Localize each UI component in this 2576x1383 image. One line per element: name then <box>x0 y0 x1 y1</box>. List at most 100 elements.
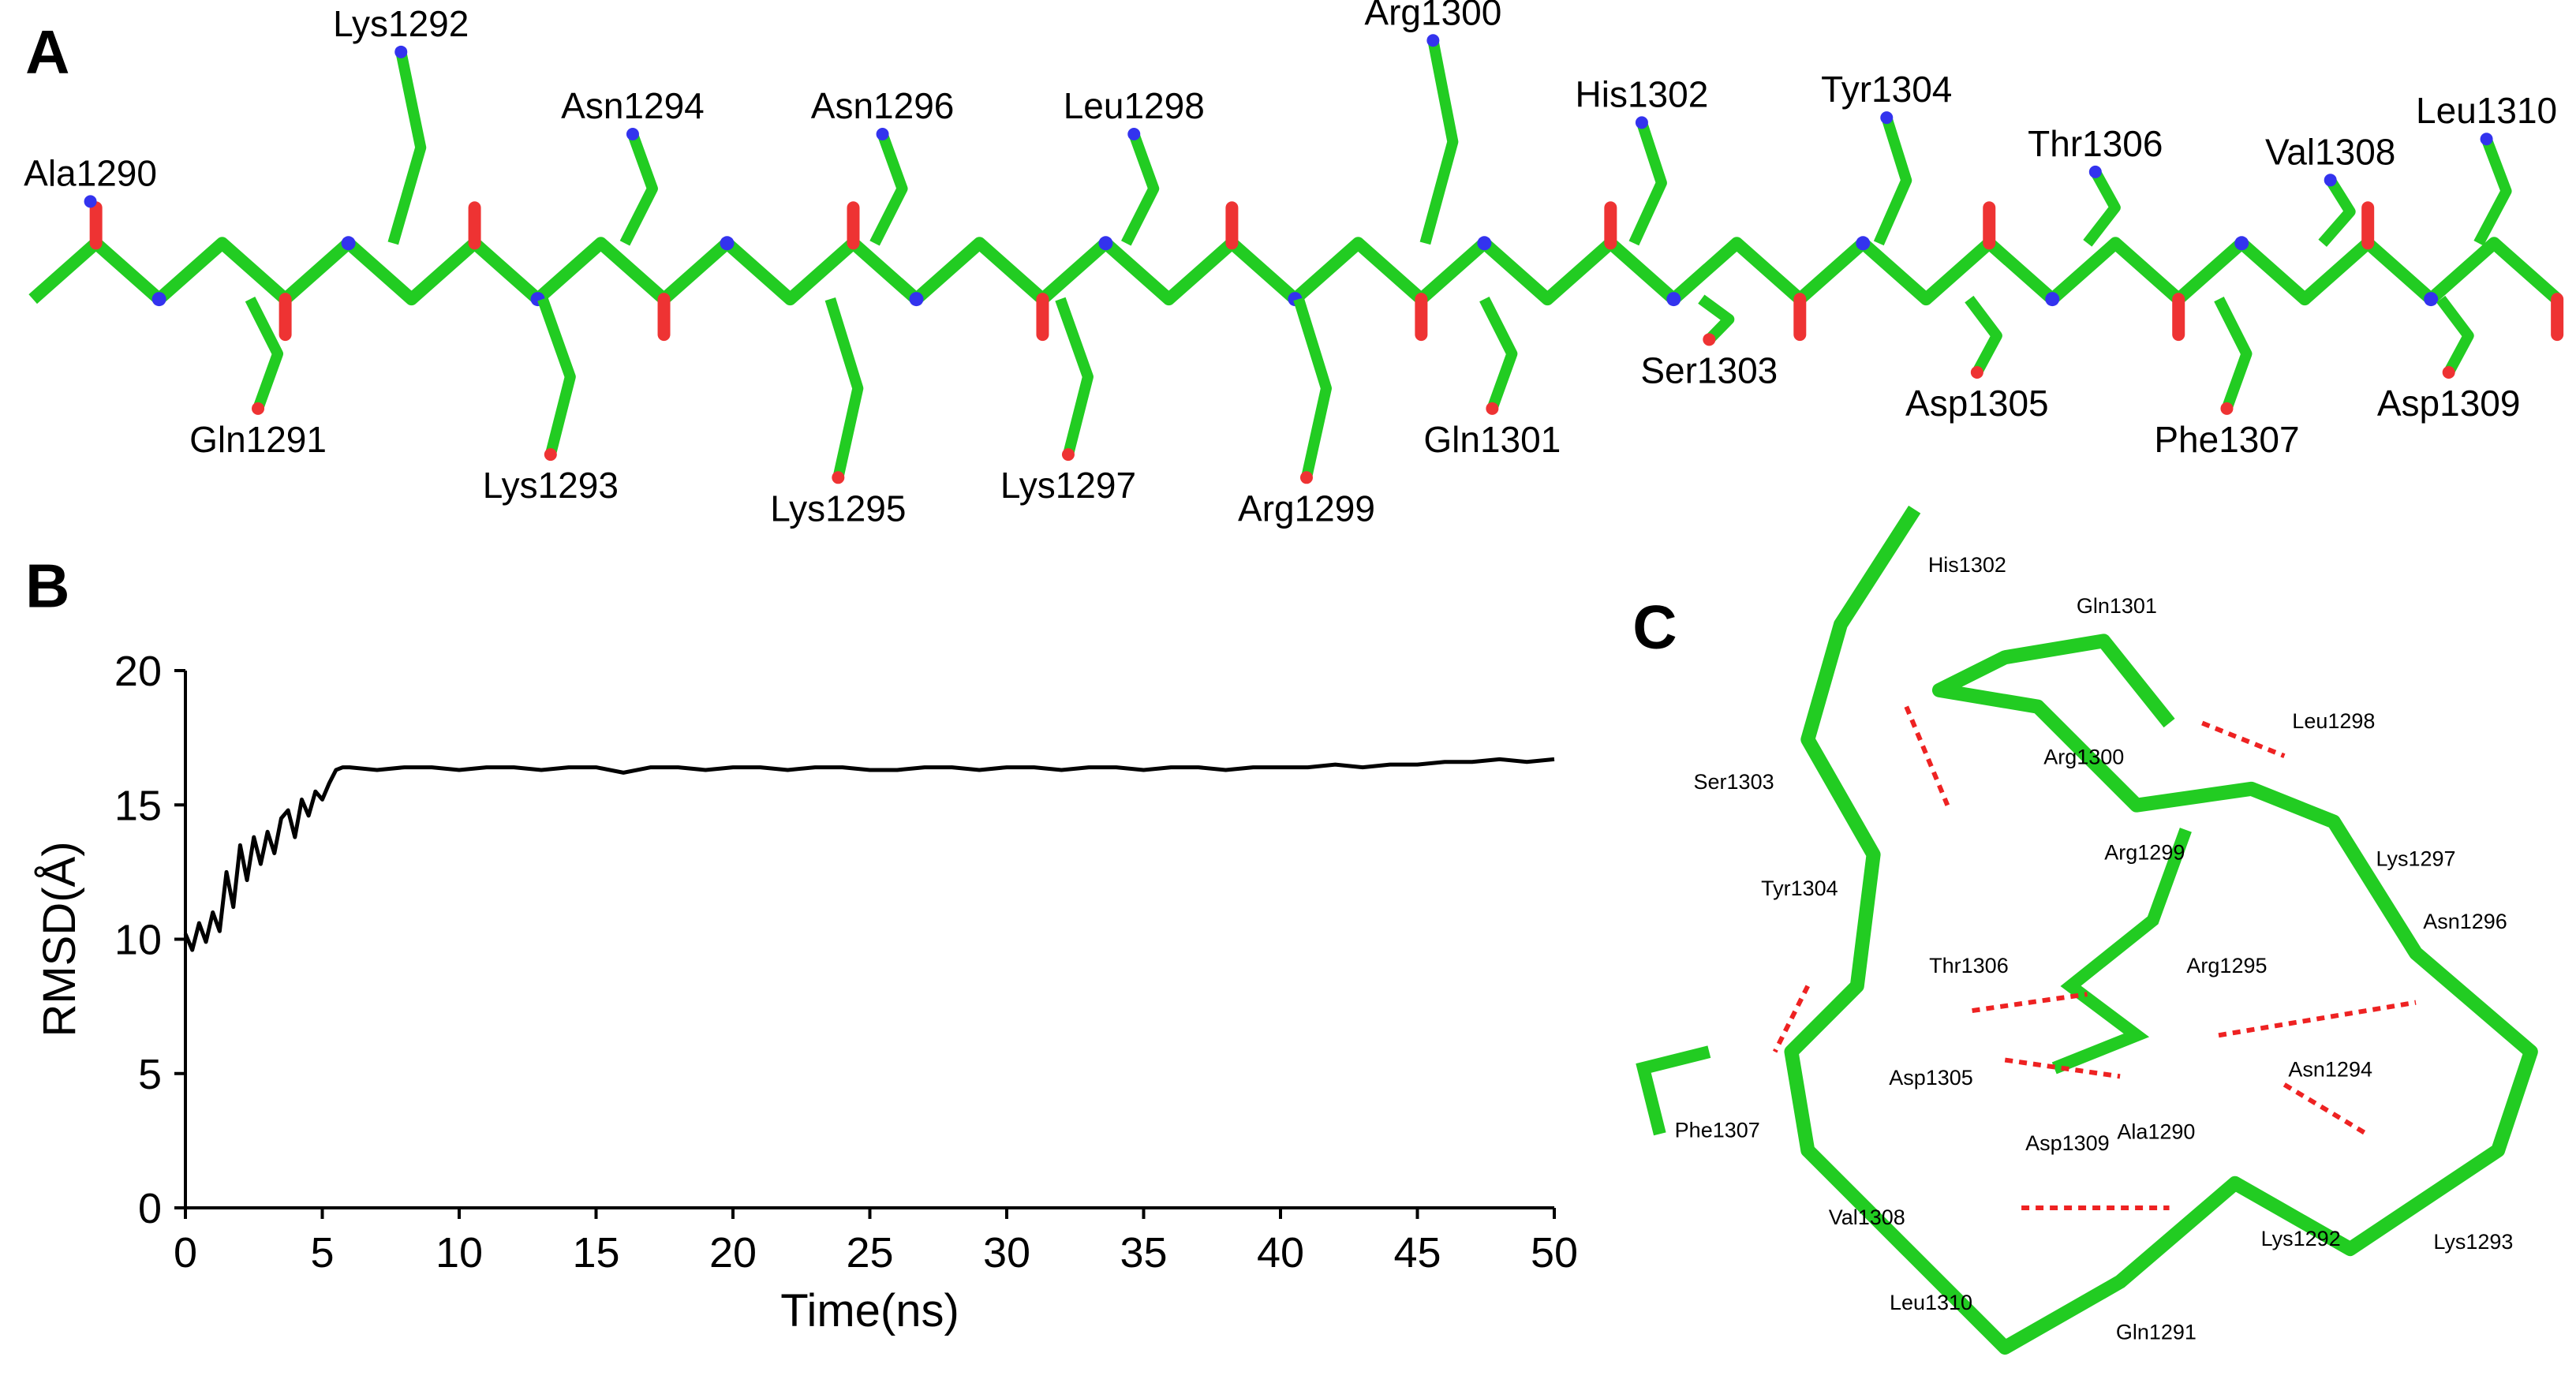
hydrogen-bond <box>2283 1082 2368 1136</box>
residue-label: Gln1291 <box>189 419 327 460</box>
residue-label: Asn1296 <box>811 85 955 126</box>
side-chain <box>824 297 864 479</box>
residue-label: His1302 <box>1576 73 1709 114</box>
side-chain-tip <box>1426 34 1440 47</box>
side-chain <box>2318 177 2356 247</box>
side-chain-tip <box>1127 127 1141 140</box>
side-chain <box>537 297 576 456</box>
side-chain <box>1055 297 1094 456</box>
nitrogen <box>341 236 356 251</box>
residue-label: Val1308 <box>1829 1205 1905 1229</box>
x-tick-label: 35 <box>1120 1229 1167 1276</box>
hydrogen-bond <box>2004 1057 2121 1079</box>
x-tick-label: 45 <box>1393 1229 1441 1276</box>
side-chain <box>2083 169 2121 247</box>
residue-label: Asn1294 <box>2288 1057 2372 1081</box>
nitrogen <box>1098 236 1113 251</box>
residue-label: Val1308 <box>2265 131 2395 172</box>
side-chain-tip <box>2324 174 2337 187</box>
residue-label: Lys1293 <box>483 465 619 506</box>
residue-label: Phe1307 <box>2154 419 2299 460</box>
panel-label: B <box>25 551 69 620</box>
residue-label: Asp1309 <box>2377 383 2521 424</box>
x-tick-label: 5 <box>310 1229 334 1276</box>
residue-label: Leu1310 <box>2416 90 2557 131</box>
residue-label: Leu1298 <box>1064 85 1205 126</box>
side-chain-tip <box>626 127 639 140</box>
residue-label: Tyr1304 <box>1821 69 1952 110</box>
side-chain-tip <box>876 127 889 140</box>
y-tick-label: 20 <box>114 648 162 695</box>
hydrogen-bond <box>1972 992 2088 1014</box>
residue-label: Thr1306 <box>2028 123 2163 164</box>
y-axis-label: RMSD(Å) <box>34 841 85 1037</box>
nitrogen <box>909 292 924 307</box>
nitrogen <box>1856 236 1871 251</box>
residue-label: Tyr1304 <box>1761 877 1838 900</box>
residue-label: Asp1309 <box>2025 1131 2110 1155</box>
side-chain <box>2436 295 2474 376</box>
backbone <box>28 237 2562 306</box>
nitrogen <box>151 292 166 307</box>
residue-label: Ser1303 <box>1640 349 1778 391</box>
rmsd-line <box>183 757 1555 952</box>
y-tick-label: 5 <box>138 1051 162 1098</box>
side-chain-tip <box>1635 116 1648 129</box>
residue-label: Lys1295 <box>770 488 906 529</box>
backbone <box>1784 505 2538 1355</box>
side-chain-tip <box>1880 111 1894 125</box>
side-chain-tip <box>2442 365 2455 379</box>
residue-label: Lys1297 <box>2376 847 2455 871</box>
y-tick-label: 0 <box>138 1185 162 1232</box>
residue-label: Asp1305 <box>1905 383 2049 424</box>
side-chain <box>1628 121 1667 246</box>
hydrogen-bond <box>2218 1000 2417 1038</box>
side-chain <box>1698 294 1735 344</box>
residue-label: Arg1300 <box>2043 746 2124 769</box>
side-chain-tip <box>84 195 97 208</box>
side-chain <box>245 296 284 411</box>
residue-label: Arg1299 <box>1238 488 1375 529</box>
side-chain <box>1479 296 1518 411</box>
x-tick-label: 25 <box>846 1229 893 1276</box>
residue-label: Ala1290 <box>2117 1120 2195 1144</box>
residue-label: Lys1292 <box>2261 1227 2341 1250</box>
side-chain <box>1121 132 1160 246</box>
hydrogen-bond <box>1904 705 1950 806</box>
residue-label: Asp1305 <box>1889 1066 1973 1090</box>
x-tick-label: 40 <box>1257 1229 1304 1276</box>
x-tick-label: 50 <box>1531 1229 1578 1276</box>
x-tick-label: 0 <box>174 1229 197 1276</box>
residue-label: Leu1298 <box>2292 709 2375 733</box>
residue-label: Arg1295 <box>2186 954 2267 977</box>
side-chain-tip <box>2220 402 2234 415</box>
side-chain-tip <box>1486 402 1499 415</box>
side-chain-tip <box>252 402 265 415</box>
side-chain <box>619 132 658 246</box>
residue-label: Gln1291 <box>2116 1321 2197 1344</box>
nitrogen <box>2045 292 2060 307</box>
nitrogen <box>720 236 735 251</box>
panel-label: A <box>25 17 69 86</box>
x-axis-label: Time(ns) <box>780 1285 959 1336</box>
residue-label: Ala1290 <box>24 152 157 193</box>
side-chain-tip <box>544 448 557 462</box>
residue-label: Leu1310 <box>1890 1291 1972 1314</box>
residue-label: Lys1293 <box>2433 1230 2513 1254</box>
residue-label: His1302 <box>1928 553 2006 577</box>
hydrogen-bond <box>2201 720 2286 758</box>
nitrogen <box>1477 236 1492 251</box>
y-tick-label: 15 <box>114 782 162 829</box>
x-tick-label: 30 <box>983 1229 1030 1276</box>
panel-label: C <box>1632 592 1677 662</box>
residue-label: Lys1297 <box>1000 465 1136 506</box>
side-chain-tip <box>2480 133 2493 146</box>
side-chain-tip <box>2088 165 2102 178</box>
x-tick-label: 15 <box>572 1229 619 1276</box>
side-chain-tip <box>832 471 845 484</box>
nitrogen <box>2234 236 2249 251</box>
side-chain <box>387 50 427 245</box>
side-chain <box>869 132 908 246</box>
hydrogen-bond <box>1772 985 1810 1053</box>
